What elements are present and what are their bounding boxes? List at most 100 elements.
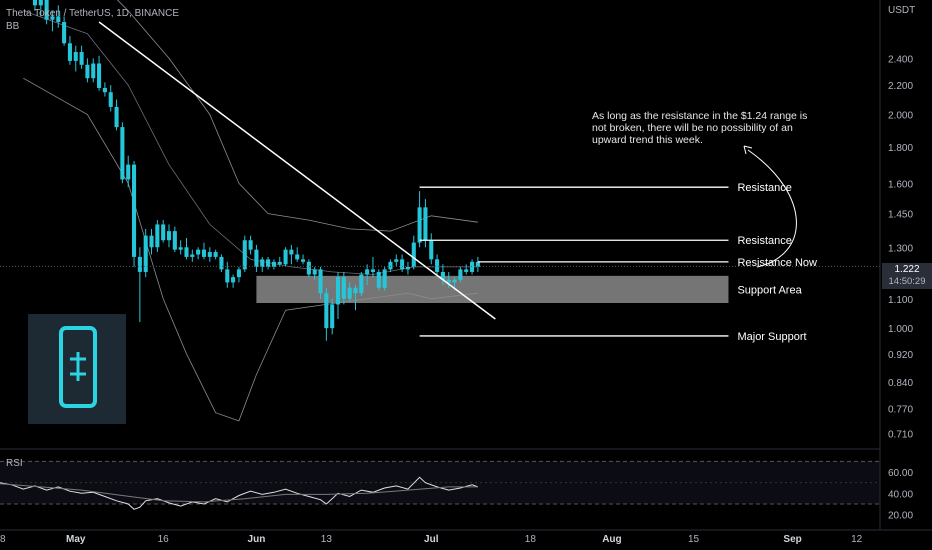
candle-body-12 — [102, 87, 107, 93]
price-tick-1: 2.200 — [888, 81, 913, 92]
time-tick-4: 13 — [321, 534, 333, 545]
time-tick-8: 15 — [688, 534, 700, 545]
candle-body-72 — [452, 279, 457, 283]
candle-body-61 — [388, 261, 393, 270]
candle-body-22 — [161, 224, 166, 241]
candle-body-47 — [306, 261, 311, 275]
candle-body-33 — [225, 269, 230, 283]
bb-middle — [23, 10, 478, 275]
support-area: Support Area — [256, 275, 803, 303]
diagonal-trendline — [98, 21, 496, 320]
candle-body-18 — [137, 256, 142, 272]
candle-body-2 — [44, 0, 49, 20]
price-tick-13: 0.710 — [888, 430, 913, 441]
time-tick-0: 18 — [0, 534, 6, 545]
candle-body-71 — [446, 279, 451, 283]
candle-body-28 — [196, 249, 201, 255]
candle-body-17 — [132, 164, 137, 257]
current-price-tag: 1.222 14:50:29 — [882, 263, 932, 289]
candle-body-26 — [184, 247, 189, 257]
candle-body-37 — [248, 240, 253, 250]
candle-body-68 — [429, 240, 434, 260]
curved-arrow-head — [743, 145, 753, 155]
price-tick-2: 2.000 — [888, 111, 913, 122]
rsi-tick-1: 40.00 — [888, 489, 913, 500]
candle-body-19 — [143, 235, 148, 272]
candle-body-46 — [301, 259, 306, 262]
candle-body-7 — [73, 51, 78, 61]
candle-body-60 — [382, 269, 387, 288]
annotation-note: As long as the resistance in the $1.24 r… — [592, 110, 808, 146]
candle-body-13 — [108, 92, 113, 107]
candle-body-64 — [405, 266, 410, 270]
candle-body-45 — [295, 254, 300, 260]
candle-body-39 — [260, 259, 265, 267]
current-price: 1.222 — [894, 264, 920, 275]
rsi-background — [0, 460, 880, 505]
price-tick-0: 2.400 — [888, 54, 913, 65]
candle-body-63 — [400, 259, 405, 270]
candle-body-6 — [67, 43, 72, 61]
candle-body-69 — [435, 259, 440, 272]
candle-body-40 — [266, 259, 271, 267]
candle-body-56 — [359, 274, 364, 294]
candle-body-38 — [254, 249, 259, 267]
candle-body-65 — [411, 242, 416, 267]
rsi-label[interactable]: RSI — [6, 458, 23, 469]
support-area-label: Support Area — [737, 284, 802, 296]
level-label-0: Resistance — [737, 182, 791, 194]
candle-body-29 — [201, 249, 207, 257]
candle-body-16 — [126, 164, 131, 180]
rsi-ma-line — [0, 483, 478, 503]
level-label-3: Major Support — [737, 331, 806, 343]
candle-body-53 — [341, 277, 346, 299]
price-tick-4: 1.600 — [888, 179, 913, 190]
trendline — [98, 21, 496, 320]
candles — [32, 0, 480, 341]
price-tick-12: 0.770 — [888, 405, 913, 416]
candle-body-8 — [79, 51, 84, 65]
candle-body-57 — [365, 269, 370, 275]
candle-body-0 — [32, 0, 38, 6]
candle-body-55 — [353, 287, 358, 294]
candle-body-41 — [271, 261, 276, 267]
candle-body-21 — [155, 224, 160, 248]
candle-body-4 — [56, 16, 61, 23]
candle-body-36 — [242, 240, 247, 270]
candle-body-59 — [376, 271, 381, 288]
candle-body-51 — [330, 304, 335, 329]
rsi-line — [0, 476, 479, 510]
bb-upper — [116, 0, 478, 232]
time-tick-6: 18 — [525, 534, 537, 545]
price-tick-3: 1.800 — [888, 143, 913, 154]
time-tick-5: Jul — [424, 534, 439, 545]
candle-body-27 — [190, 254, 195, 257]
candle-body-14 — [114, 106, 119, 128]
candle-body-20 — [149, 235, 154, 248]
candle-body-25 — [178, 247, 183, 250]
levels: Resistance Resistance Resistance Now Major … — [419, 182, 817, 343]
candle-body-49 — [318, 269, 323, 294]
time-tick-10: 12 — [851, 534, 863, 545]
candle-body-1 — [38, 0, 43, 6]
candle-body-30 — [207, 252, 212, 257]
indicator-label[interactable]: BB — [6, 21, 20, 32]
candle-body-70 — [440, 271, 445, 280]
price-tick-5: 1.450 — [888, 210, 913, 221]
symbol-title: Theta Token / TetherUS, 1D, BINANCE — [6, 8, 180, 19]
currency-label: USDT — [888, 5, 916, 16]
support-area-box — [256, 275, 729, 303]
candle-body-75 — [470, 261, 475, 272]
candle-body-9 — [85, 64, 90, 79]
rsi-tick-0: 60.00 — [888, 468, 913, 479]
price-tick-8: 1.100 — [888, 295, 913, 306]
price-tick-6: 1.300 — [888, 243, 913, 254]
theta-token-logo — [28, 314, 126, 424]
candle-body-11 — [97, 63, 102, 88]
time-tick-3: Jun — [248, 534, 266, 545]
candle-body-54 — [347, 287, 352, 299]
price-tick-11: 0.840 — [888, 378, 913, 389]
level-label-1: Resistance — [737, 235, 791, 247]
